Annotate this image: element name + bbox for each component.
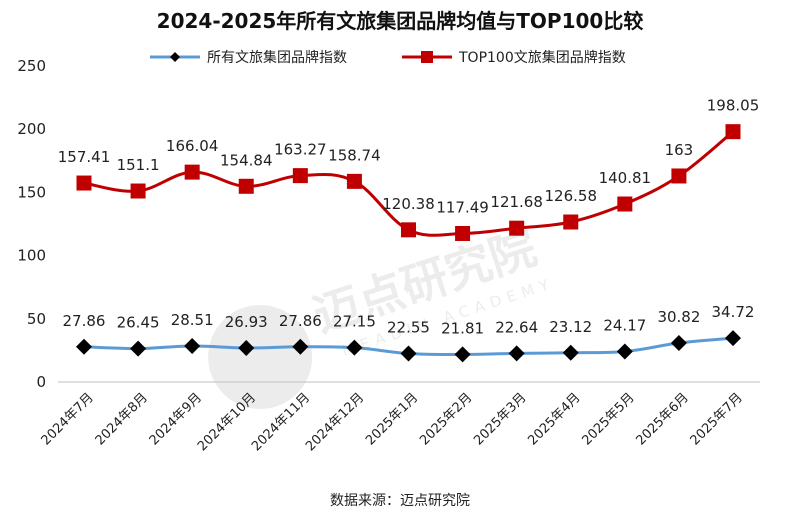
- data-point-diamond: [76, 338, 92, 355]
- data-point-diamond: [508, 345, 525, 362]
- x-tick-label: 2025年6月: [634, 390, 692, 448]
- data-point-square: [401, 222, 416, 238]
- data-label: 140.81: [599, 169, 652, 187]
- x-tick-label: 2024年7月: [39, 390, 97, 448]
- x-tick-label: 2025年2月: [417, 390, 475, 448]
- data-label: 158.74: [328, 146, 381, 164]
- legend-item-top100: TOP100文旅集团品牌指数: [402, 49, 626, 66]
- data-label: 22.64: [495, 318, 538, 336]
- data-label: 154.84: [220, 151, 273, 169]
- data-point-square: [238, 178, 254, 194]
- data-label: 120.38: [382, 195, 435, 213]
- watermark-logo-icon: [208, 305, 313, 410]
- data-point-diamond: [238, 339, 255, 356]
- data-label: 126.58: [545, 187, 598, 205]
- y-tick-label: 100: [17, 247, 46, 265]
- y-tick-label: 200: [17, 120, 46, 138]
- data-point-diamond: [184, 337, 201, 354]
- x-axis: 2024年7月2024年8月2024年9月2024年10月2024年11月202…: [39, 381, 760, 454]
- data-label: 166.04: [166, 137, 219, 155]
- data-label: 28.51: [171, 311, 214, 329]
- x-tick-label: 2024年9月: [147, 390, 205, 448]
- y-axis: 0 50 100 150 200 250: [17, 57, 46, 391]
- y-tick-label: 250: [17, 57, 46, 75]
- legend: 所有文旅集团品牌指数 TOP100文旅集团品牌指数: [150, 49, 626, 66]
- data-point-square: [455, 225, 471, 241]
- data-point-diamond: [130, 340, 147, 357]
- data-label: 163: [665, 141, 694, 159]
- data-point-diamond: [670, 335, 687, 352]
- data-label: 121.68: [490, 193, 543, 211]
- data-label: 21.81: [441, 319, 484, 337]
- data-label: 30.82: [657, 308, 700, 326]
- legend-item-average: 所有文旅集团品牌指数: [150, 49, 347, 66]
- data-point-square: [563, 214, 579, 230]
- data-label: 26.45: [117, 314, 160, 332]
- legend-marker-square-icon: [421, 51, 433, 63]
- data-point-square: [617, 196, 633, 212]
- data-point-diamond: [292, 338, 309, 355]
- x-tick-label: 2025年3月: [471, 390, 529, 448]
- x-tick-label: 2025年1月: [363, 390, 421, 448]
- data-label: 22.55: [387, 318, 430, 336]
- data-point-square: [671, 168, 687, 184]
- data-point-square: [76, 175, 92, 191]
- series-top100: [76, 124, 741, 241]
- data-point-square: [184, 164, 200, 180]
- series-average: [76, 330, 741, 363]
- data-point-diamond: [346, 339, 363, 356]
- data-point-diamond: [400, 345, 417, 362]
- data-point-diamond: [562, 344, 579, 361]
- chart-title: 2024-2025年所有文旅集团品牌均值与TOP100比较: [157, 9, 644, 33]
- data-label: 117.49: [436, 198, 489, 216]
- x-tick-label: 2025年5月: [579, 390, 637, 448]
- data-label: 151.1: [117, 156, 160, 174]
- x-tick-label: 2024年12月: [303, 390, 367, 454]
- y-tick-label: 50: [27, 310, 46, 328]
- data-label: 34.72: [712, 303, 755, 321]
- data-label: 26.93: [225, 313, 268, 331]
- data-point-square: [725, 124, 741, 140]
- data-point-diamond: [616, 343, 633, 360]
- source-note: 数据来源：迈点研究院: [330, 493, 470, 509]
- series-layer: [76, 124, 741, 363]
- data-label: 24.17: [603, 316, 646, 334]
- legend-marker-diamond-icon: [170, 52, 180, 62]
- data-label: 163.27: [274, 141, 327, 159]
- x-tick-label: 2024年8月: [93, 390, 151, 448]
- data-label: 198.05: [707, 97, 760, 115]
- legend-label: 所有文旅集团品牌指数: [207, 49, 347, 66]
- data-point-square: [346, 173, 362, 189]
- data-label: 157.41: [58, 148, 111, 166]
- x-tick-label: 2025年7月: [688, 390, 746, 448]
- legend-label: TOP100文旅集团品牌指数: [458, 49, 626, 66]
- data-point-square: [130, 183, 146, 199]
- data-label: 27.86: [279, 312, 322, 330]
- data-label: 27.15: [333, 313, 376, 331]
- y-tick-label: 150: [17, 183, 46, 201]
- data-label: 23.12: [549, 318, 592, 336]
- y-tick-label: 0: [36, 373, 46, 391]
- data-label: 27.86: [63, 312, 106, 330]
- data-point-square: [509, 220, 525, 236]
- x-tick-label: 2025年4月: [525, 390, 583, 448]
- data-point-square: [292, 168, 308, 184]
- data-point-diamond: [454, 346, 471, 363]
- data-point-diamond: [725, 330, 741, 347]
- data-labels: 27.86 26.45 28.51 26.93 27.86 27.15 22.55 21.81…: [58, 97, 760, 338]
